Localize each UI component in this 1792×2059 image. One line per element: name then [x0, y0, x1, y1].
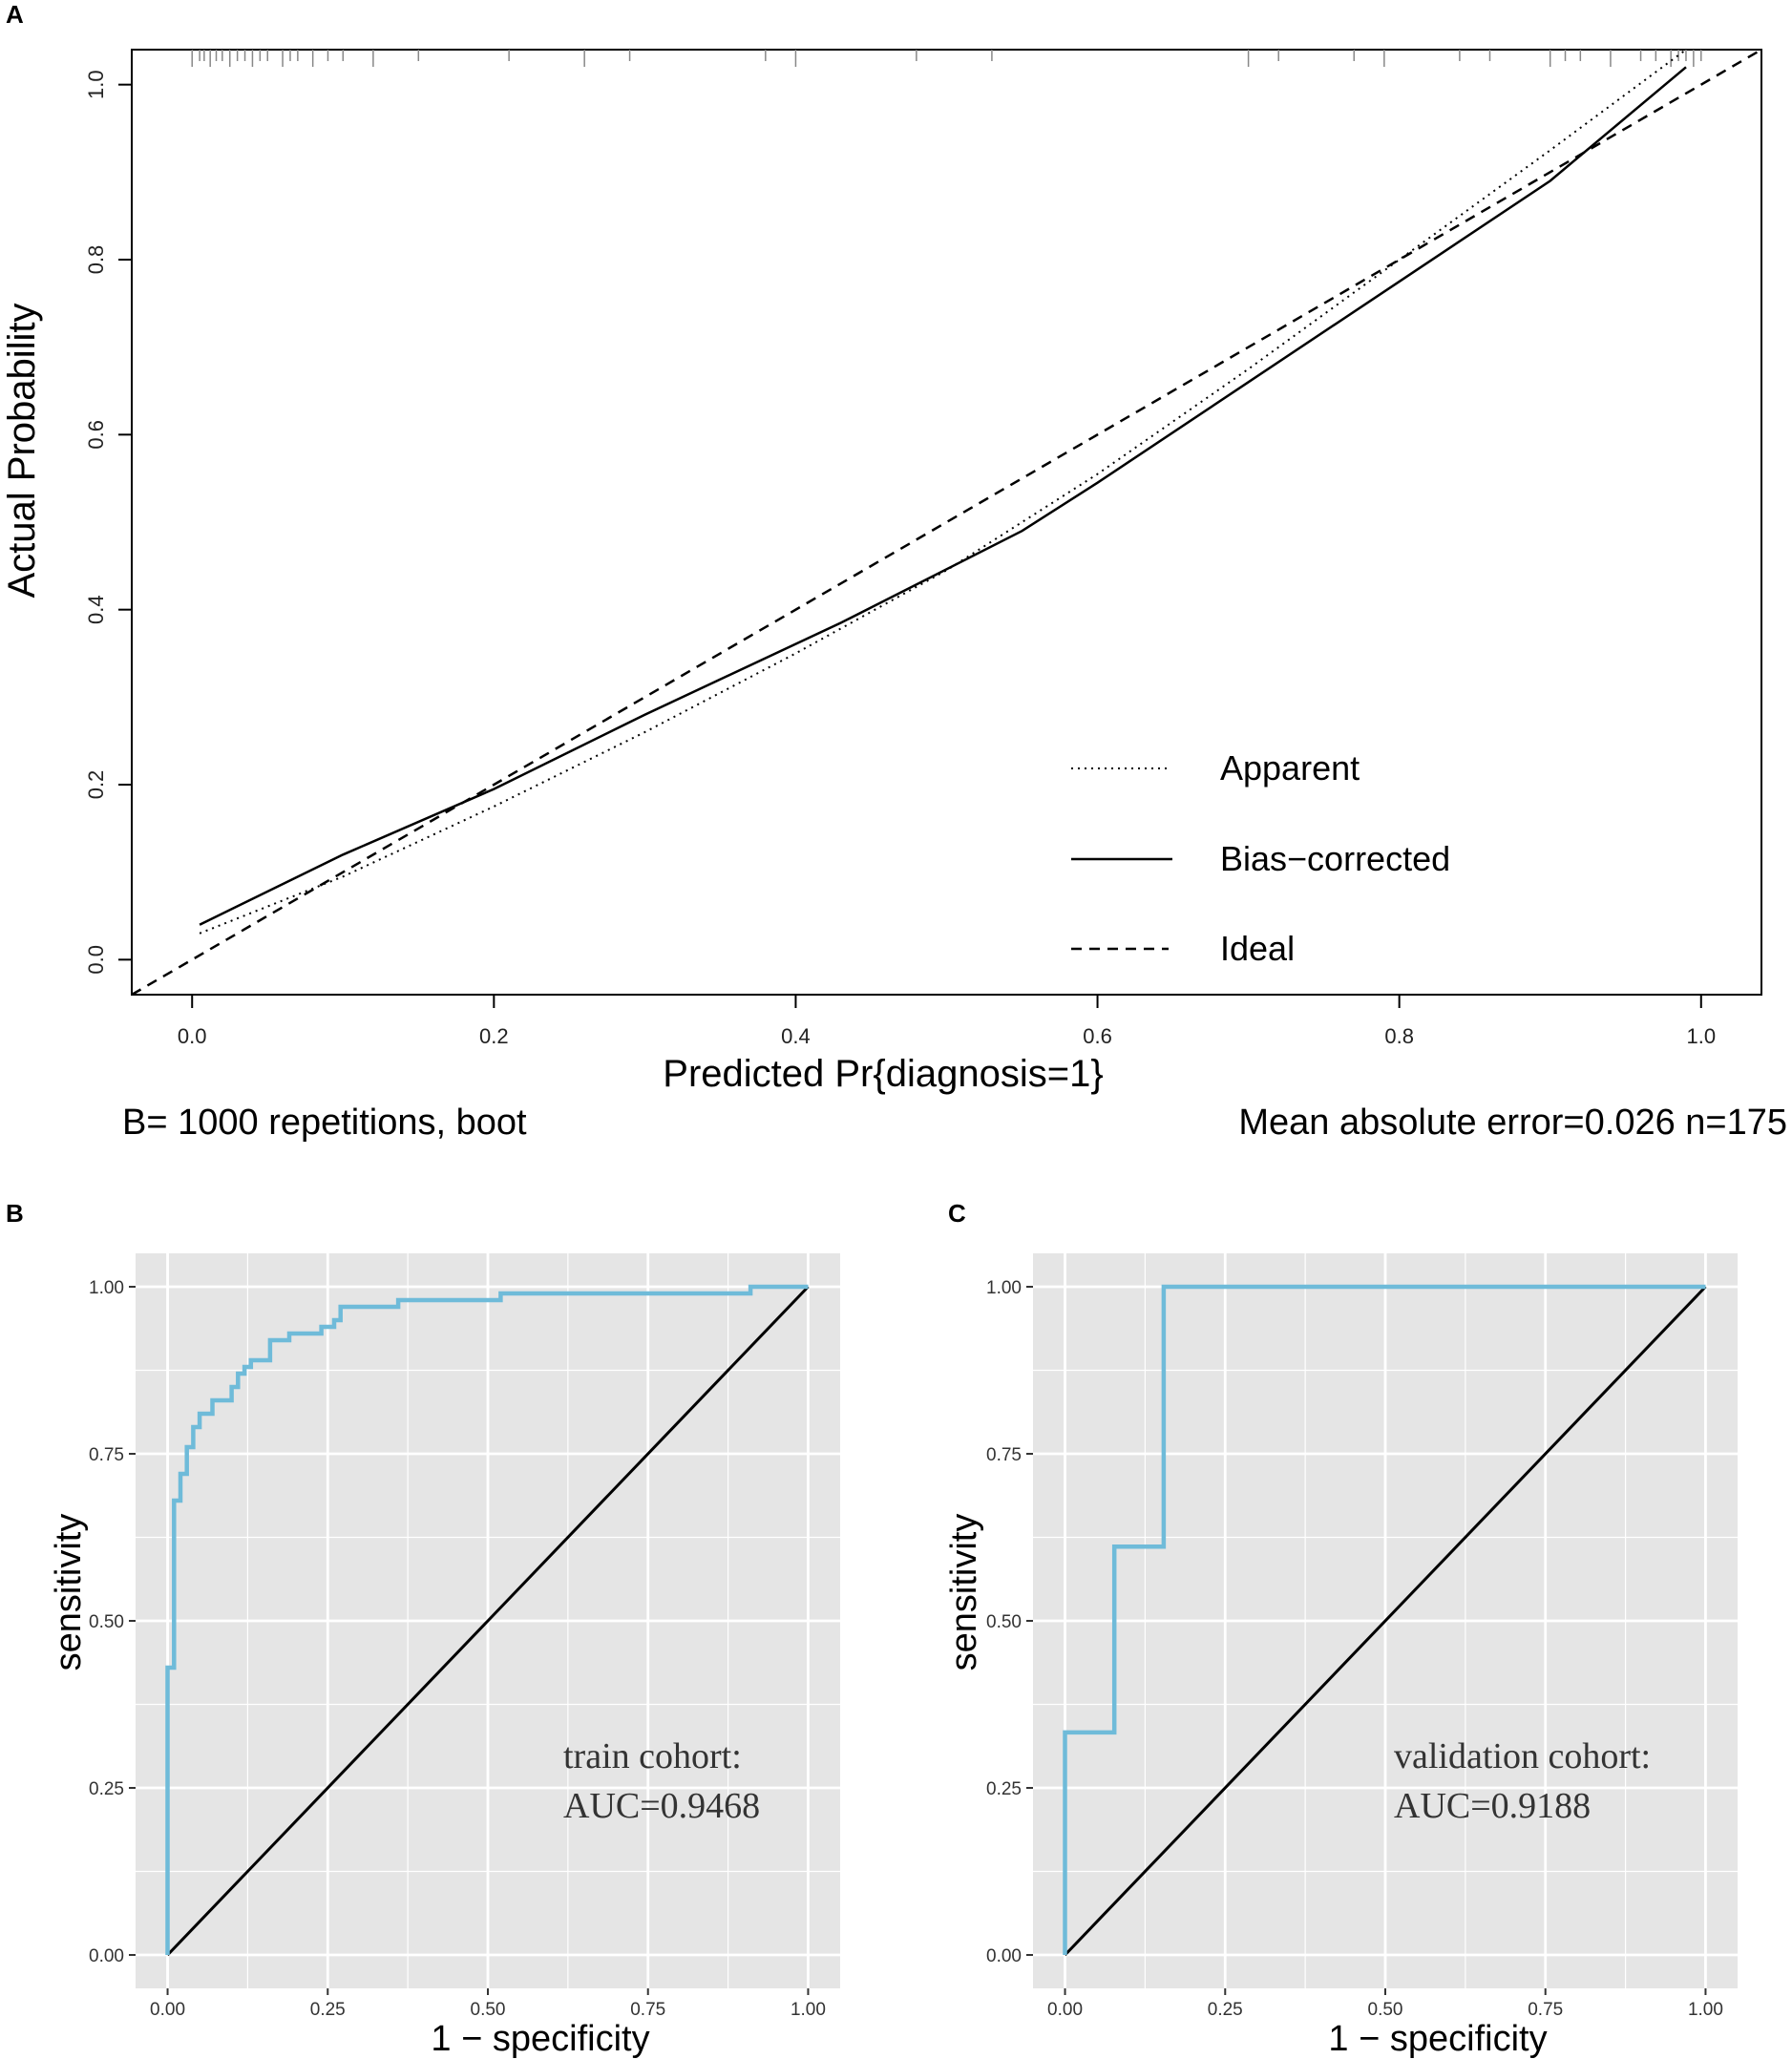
roc-lines-b	[165, 1284, 810, 1957]
y-axis-title-b: sensitivity	[49, 1514, 89, 1671]
x-tick-label: 0.75	[630, 2000, 665, 2020]
series-bias-corrected	[199, 66, 1687, 926]
reference-diagonal	[166, 1285, 810, 1957]
calibration-plot: 0.0 0.2 0.4 0.6 0.8 1.0 0.0 0.2 0.4 0.6 0.8 1.0 Pr…	[1, 48, 1787, 1143]
y-tick-label: 0.50	[986, 1612, 1022, 1632]
x-tick-label-a: 0.8	[1384, 1024, 1414, 1048]
y-tick-label: 0.75	[986, 1445, 1022, 1465]
x-tick-label-a: 0.2	[479, 1024, 509, 1048]
calibration-series	[131, 48, 1762, 997]
y-axis-a: 0.0 0.2 0.4 0.6 0.8 1.0	[84, 70, 132, 975]
legend-label-bias-corrected: Bias−corrected	[1220, 839, 1450, 878]
y-tick-label: 0.75	[89, 1445, 124, 1465]
roc-plot-train: 0.00 0.25 0.50 0.75 1.00 0.00 0.25 0.50 0.75 1.00…	[49, 1253, 840, 2059]
x-axis-title-b: 1 − specificity	[431, 2019, 649, 2059]
roc-curve	[165, 1284, 809, 1955]
x-tick-label: 0.25	[310, 2000, 346, 2020]
series-ideal	[131, 48, 1762, 997]
roc-lines-c	[1063, 1284, 1707, 1957]
x-axis-a: 0.0 0.2 0.4 0.6 0.8 1.0	[178, 995, 1716, 1048]
roc-plot-validation: 0.00 0.25 0.50 0.75 1.00 0.00 0.25 0.50 0.75 1.00…	[944, 1253, 1738, 2059]
x-tick-label-a: 0.6	[1083, 1024, 1112, 1048]
y-tick-label: 0.00	[986, 1946, 1022, 1966]
x-tick-label: 0.25	[1208, 2000, 1243, 2020]
y-tick-label: 1.00	[986, 1278, 1022, 1298]
series-apparent	[199, 49, 1687, 935]
y-tick-label: 0.50	[89, 1612, 124, 1632]
y-axis-title-c: sensitivity	[944, 1514, 984, 1671]
panel-label-b: B	[6, 1199, 24, 1228]
x-tick-label-a: 0.4	[781, 1024, 811, 1048]
y-tick-label: 0.00	[89, 1946, 124, 1966]
y-tick-label-a: 0.8	[84, 245, 108, 275]
annotation-auc-c: AUC=0.9188	[1394, 1786, 1591, 1826]
y-tick-label: 0.25	[89, 1779, 124, 1799]
y-tick-label-a: 0.6	[84, 420, 108, 450]
x-tick-label: 1.00	[791, 2000, 826, 2020]
x-tick-label: 1.00	[1688, 2000, 1723, 2020]
y-tick-label: 0.25	[986, 1779, 1022, 1799]
y-tick-label-a: 0.2	[84, 770, 108, 800]
panel-label-c: C	[948, 1199, 966, 1228]
y-tick-label-a: 0.0	[84, 945, 108, 975]
y-axis-title-a: Actual Probability	[1, 303, 43, 598]
legend-label-apparent: Apparent	[1220, 748, 1360, 788]
y-tick-label: 1.00	[89, 1278, 124, 1298]
subtitle-right: Mean absolute error=0.026 n=175	[1238, 1103, 1787, 1143]
axes-b: 0.00 0.25 0.50 0.75 1.00 0.00 0.25 0.50 0.75 1.00	[89, 1278, 826, 2020]
x-tick-label: 0.00	[150, 2000, 185, 2020]
rug-marks	[191, 50, 1702, 67]
roc-curve	[1063, 1284, 1706, 1955]
y-tick-label-a: 1.0	[84, 70, 108, 99]
annotation-auc-b: AUC=0.9468	[563, 1786, 760, 1826]
legend-a: Apparent Bias−corrected Ideal	[1071, 748, 1450, 968]
reference-diagonal	[1064, 1285, 1707, 1957]
legend-label-ideal: Ideal	[1220, 929, 1295, 968]
x-tick-label: 0.00	[1047, 2000, 1083, 2020]
axes-c: 0.00 0.25 0.50 0.75 1.00 0.00 0.25 0.50 0.75 1.00	[986, 1278, 1723, 2020]
x-tick-label: 0.75	[1528, 2000, 1563, 2020]
annotation-title-c: validation cohort:	[1394, 1736, 1651, 1776]
x-axis-title-c: 1 − specificity	[1328, 2019, 1547, 2059]
x-axis-title-a: Predicted Pr{diagnosis=1}	[663, 1053, 1103, 1095]
x-tick-label-a: 1.0	[1686, 1024, 1716, 1048]
y-tick-label-a: 0.4	[84, 595, 108, 624]
x-tick-label-a: 0.0	[178, 1024, 207, 1048]
panel-label-a: A	[6, 0, 24, 29]
x-tick-label: 0.50	[471, 2000, 506, 2020]
x-tick-label: 0.50	[1368, 2000, 1403, 2020]
annotation-title-b: train cohort:	[563, 1736, 742, 1776]
subtitle-left: B= 1000 repetitions, boot	[122, 1103, 527, 1143]
